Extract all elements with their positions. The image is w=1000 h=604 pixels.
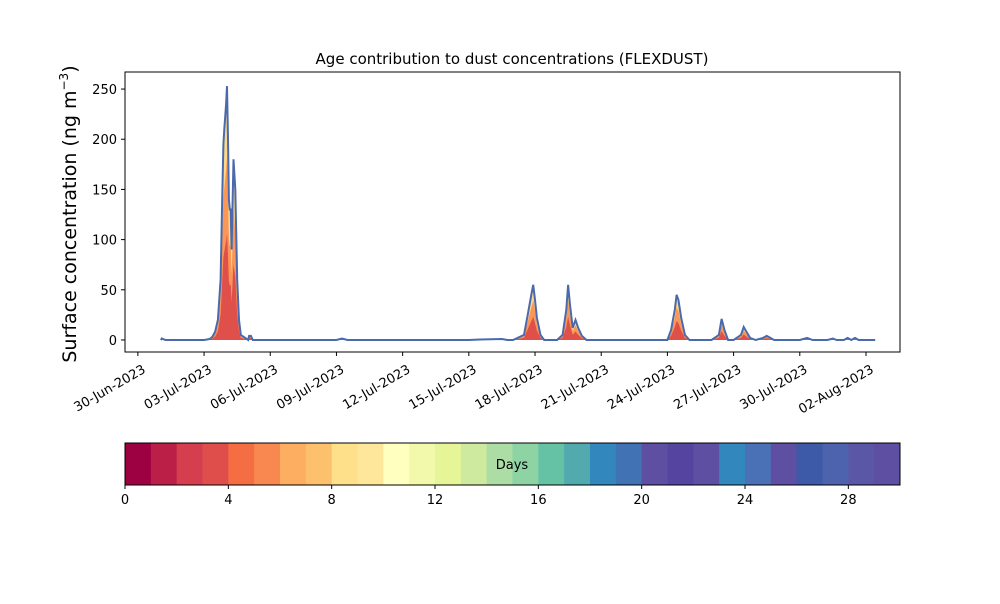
colorbar-swatch <box>512 443 539 485</box>
colorbar-swatch <box>409 443 436 485</box>
y-tick-label: 0 <box>109 334 117 349</box>
age-band-older <box>160 86 876 340</box>
colorbar-swatch <box>202 443 229 485</box>
colorbar-swatch <box>641 443 668 485</box>
x-tick-label: 18-Jul-2023 <box>473 362 546 413</box>
colorbar-tick-label: 12 <box>427 493 444 508</box>
colorbar-swatch <box>280 443 307 485</box>
colorbar-tick-label: 20 <box>633 493 650 508</box>
colorbar-swatch <box>874 443 901 485</box>
colorbar-swatch <box>357 443 384 485</box>
colorbar-tick-label: 0 <box>121 493 129 508</box>
colorbar-swatch <box>383 443 410 485</box>
chart-title: Age contribution to dust concentrations … <box>316 50 709 68</box>
colorbar-swatch <box>460 443 488 485</box>
colorbar-swatch <box>125 443 152 485</box>
y-axis-label-sup: −3 <box>57 73 71 91</box>
colorbar-tick-label: 24 <box>737 493 754 508</box>
colorbar-swatch <box>538 443 565 485</box>
colorbar-swatch <box>615 443 643 485</box>
colorbar-swatch <box>150 443 178 485</box>
axes: 0 50 100 150 200 250 30-Jun-202303-Jul-202306-… <box>72 71 901 417</box>
colorbar-swatch <box>435 443 462 485</box>
x-tick-label: 30-Jun-2023 <box>72 362 149 415</box>
colorbar-swatch <box>331 443 358 485</box>
colorbar-tick-label: 28 <box>840 493 857 508</box>
colorbar-swatch <box>770 443 798 485</box>
x-tick-label: 24-Jul-2023 <box>605 362 678 413</box>
plot-frame <box>124 71 901 353</box>
y-axis-label: Surface concentration (ng m−3) <box>57 65 81 362</box>
colorbar-swatch <box>693 443 720 485</box>
y-axis-label-main: Surface concentration (ng m <box>59 91 81 363</box>
colorbar-swatch <box>254 443 281 485</box>
colorbar-swatch <box>590 443 617 485</box>
x-tick-label: 12-Jul-2023 <box>340 362 413 413</box>
plot-area <box>160 86 876 342</box>
y-tick-label: 150 <box>92 183 117 198</box>
x-tick-label: 09-Jul-2023 <box>274 362 347 413</box>
colorbar-tick-label: 4 <box>224 493 232 508</box>
x-tick-label: 03-Jul-2023 <box>142 362 215 413</box>
y-axis-label-tail: ) <box>59 65 81 72</box>
colorbar-swatch <box>228 443 255 485</box>
colorbar-swatch <box>667 443 694 485</box>
x-tick-label: 21-Jul-2023 <box>539 362 612 413</box>
x-tick-label: 15-Jul-2023 <box>407 362 480 413</box>
y-tick-label: 50 <box>100 284 117 299</box>
y-tick-label: 200 <box>92 133 117 148</box>
colorbar-swatch <box>486 443 513 485</box>
colorbar: 0 4 8 12 16 20 24 28 <box>121 442 901 508</box>
colorbar-frame <box>124 442 901 486</box>
colorbar-swatch <box>796 443 823 485</box>
colorbar-swatch <box>305 443 333 485</box>
colorbar-swatch <box>822 443 849 485</box>
colorbar-tick-label: 16 <box>530 493 547 508</box>
colorbar-tick-label: 8 <box>328 493 336 508</box>
age-band-mid <box>160 157 876 340</box>
colorbar-swatch <box>848 443 875 485</box>
colorbar-swatch <box>745 443 772 485</box>
x-tick-label: 06-Jul-2023 <box>208 362 281 413</box>
colorbar-label: Days <box>496 458 529 473</box>
y-tick-label: 100 <box>92 234 117 249</box>
x-tick-label: 27-Jul-2023 <box>671 362 744 413</box>
colorbar-swatch <box>719 443 746 485</box>
y-tick-label: 250 <box>92 83 117 98</box>
age-band-young <box>160 233 876 340</box>
total-concentration-line <box>160 86 876 342</box>
colorbar-swatch <box>564 443 591 485</box>
x-tick-label: 02-Aug-2023 <box>796 362 876 417</box>
colorbar-swatch <box>176 443 203 485</box>
